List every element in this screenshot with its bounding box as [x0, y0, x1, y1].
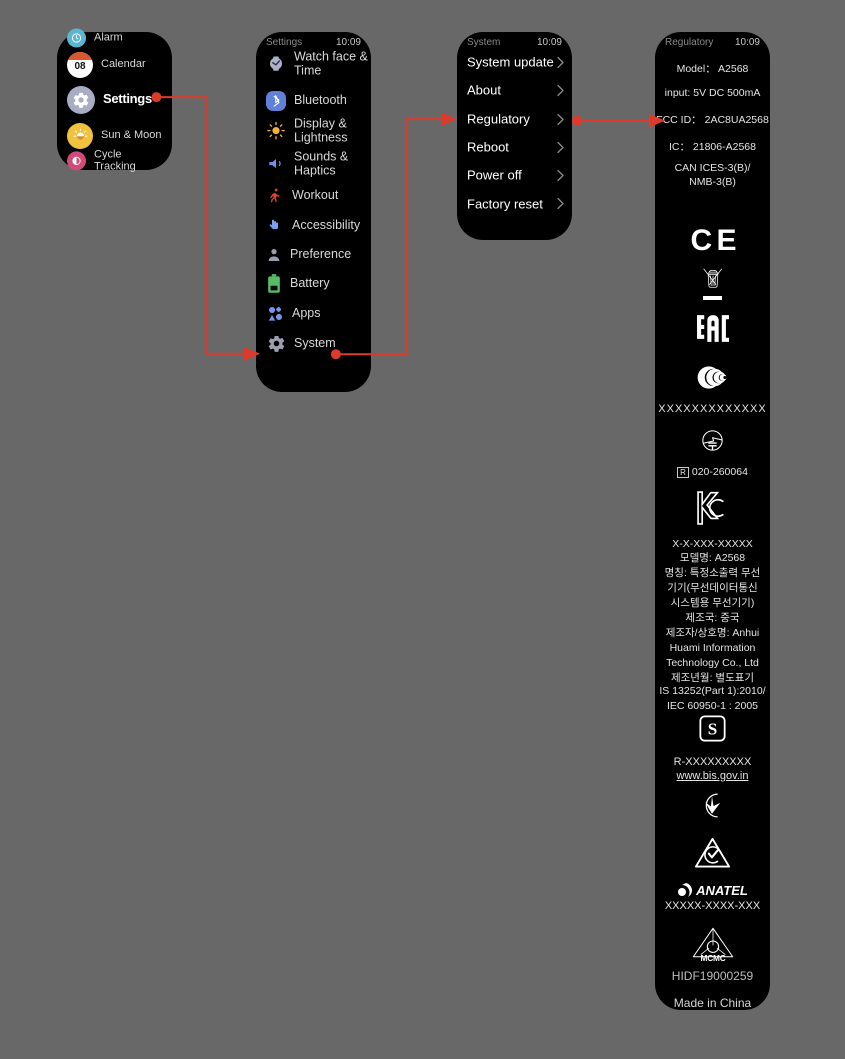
svg-text:S: S — [708, 719, 718, 738]
svg-text:MCMC: MCMC — [700, 953, 725, 962]
